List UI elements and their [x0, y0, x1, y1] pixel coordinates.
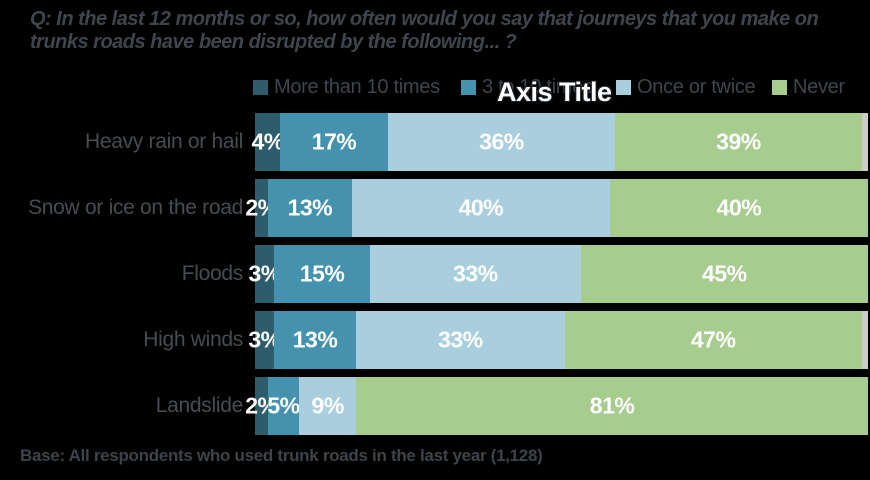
category-label: High winds	[143, 328, 243, 351]
bar-segment: 2%	[245, 179, 278, 237]
legend-swatch-icon	[461, 80, 476, 95]
bar-segment: 81%	[356, 377, 868, 435]
bar-segment: 15%	[274, 245, 370, 303]
legend-item: 3 to 10 times	[461, 76, 593, 99]
bar-segment: 40%	[609, 179, 869, 237]
legend-swatch-icon	[772, 80, 787, 95]
segment-label: 40%	[458, 194, 504, 221]
bar-segment: 5%	[267, 377, 300, 435]
bar-segment: 36%	[387, 113, 616, 171]
bar: 2% 5% 9% 81%	[245, 377, 868, 435]
segment-label: 36%	[479, 128, 524, 155]
bar-segment: 9%	[299, 377, 357, 435]
segment-label: 47%	[690, 326, 736, 353]
bar: 3% 15% 33% 45%	[248, 245, 868, 303]
bar: 3% 13% 33% 47%	[248, 311, 868, 369]
segment-label: 13%	[292, 326, 338, 353]
chart-row: Heavy rain or hail 4% 17% 36% 39%	[0, 113, 868, 171]
category-label: Floods	[181, 262, 244, 285]
bar-segment: 45%	[580, 245, 868, 303]
chart-row: Landslide 2% 5% 9% 81%	[0, 377, 868, 435]
bar: 4% 17% 36% 39%	[252, 113, 868, 171]
category-label: Heavy rain or hail	[84, 130, 243, 153]
segment-label: 17%	[311, 128, 357, 155]
segment-label: 9%	[311, 392, 345, 419]
bar-segment: 2%	[245, 377, 278, 435]
legend-item: More than 10 times	[253, 76, 440, 99]
chart-row: High winds 3% 13% 33% 47%	[0, 311, 868, 369]
bar-segment: 33%	[369, 245, 581, 303]
segment-label: 45%	[702, 260, 747, 287]
bar-segment: 4%	[252, 113, 284, 171]
legend-item: Never	[772, 76, 845, 99]
category-label: Landslide	[155, 394, 244, 417]
bar-segment: 13%	[267, 179, 352, 237]
segment-label: 39%	[716, 128, 761, 155]
chart-rows: Heavy rain or hail 4% 17% 36% 39% Snow or ice…	[0, 113, 869, 443]
segment-label: 33%	[438, 326, 483, 353]
segment-label: 4%	[251, 128, 285, 155]
bar: 2% 13% 40% 40%	[245, 179, 869, 237]
bar-segment: 13%	[273, 311, 357, 369]
legend-item: Once or twice	[616, 76, 756, 99]
legend-swatch-icon	[616, 80, 631, 95]
bar-segment-remainder	[861, 113, 868, 171]
legend-swatch-icon	[253, 80, 268, 95]
bar-segment: 3%	[248, 311, 281, 369]
bar-segment: 3%	[248, 245, 281, 303]
segment-label: 5%	[267, 392, 300, 419]
segment-label: 13%	[287, 194, 333, 221]
bar-segment: 17%	[280, 113, 388, 171]
chart-title: Q: In the last 12 months or so, how ofte…	[30, 8, 819, 53]
chart-row: Floods 3% 15% 33% 45%	[0, 245, 868, 303]
axis-title: Axis Title	[497, 77, 612, 107]
chart-row: Snow or ice on the road 2% 13% 40% 40%	[0, 179, 869, 237]
base-note: Base: All respondents who used trunk roa…	[20, 446, 543, 465]
legend-label: 3 to 10 times	[482, 76, 593, 98]
legend-label: More than 10 times	[274, 76, 440, 98]
segment-label: 33%	[453, 260, 498, 287]
category-label: Snow or ice on the road	[28, 196, 243, 219]
legend-label: Never	[793, 76, 845, 98]
bar-segment: 39%	[615, 113, 862, 171]
bar-segment: 40%	[351, 179, 610, 237]
legend-label: Once or twice	[637, 76, 756, 98]
segment-label: 40%	[716, 194, 762, 221]
segment-label: 81%	[589, 392, 635, 419]
segment-label: 15%	[299, 260, 345, 287]
legend: More than 10 times 3 to 10 times Once or t…	[0, 76, 870, 100]
bar-segment: 33%	[356, 311, 565, 369]
bar-segment-remainder	[861, 311, 868, 369]
bar-segment: 47%	[564, 311, 862, 369]
